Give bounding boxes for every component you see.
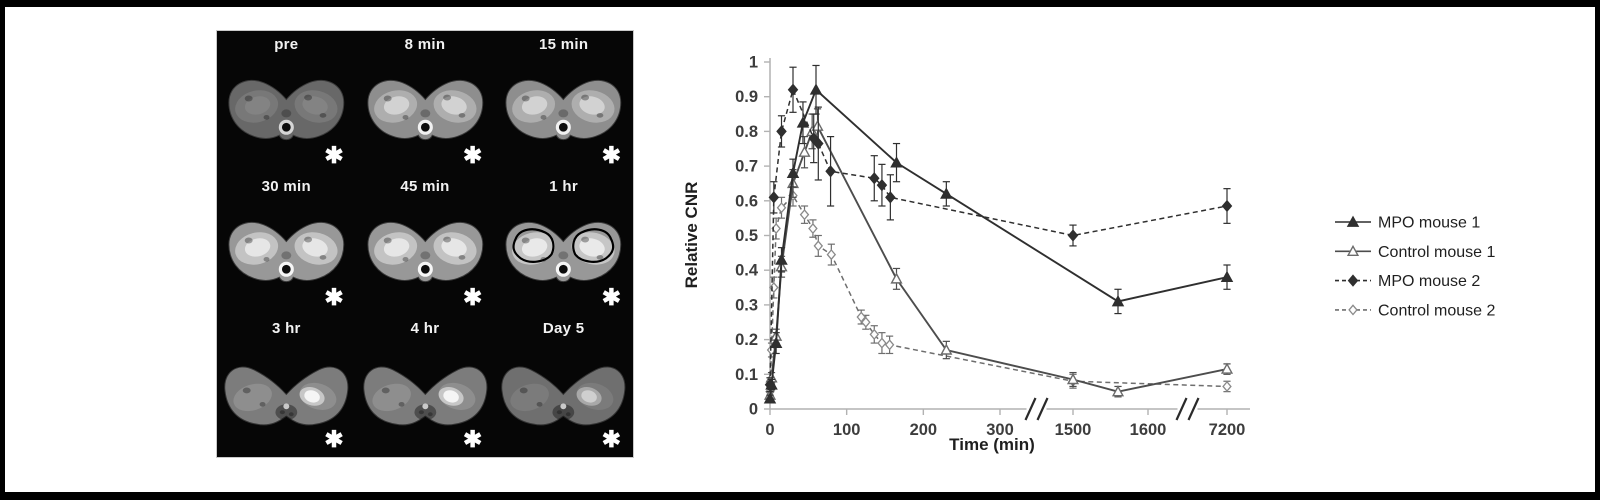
mri-frame-label: 30 min: [261, 178, 311, 195]
mri-frame-label: 45 min: [400, 178, 450, 195]
axis-break-mark: [1024, 397, 1049, 421]
mri-frame-label: 1 hr: [549, 178, 579, 195]
legend-item-mpo-mouse-1: MPO mouse 1: [1335, 215, 1480, 232]
legend-label: MPO mouse 2: [1378, 273, 1480, 290]
mri-frame-label: 8 min: [404, 36, 446, 53]
mri-slice-image: [367, 79, 483, 141]
x-tick-label: 0: [765, 421, 774, 439]
y-tick-label: 0.3: [735, 296, 758, 314]
mri-frame-label: 15 min: [539, 36, 589, 53]
y-tick-label: 0.7: [735, 158, 758, 176]
asterisk-marker: ✱: [601, 284, 621, 310]
mri-frame-day-5: Day 5 ✱: [494, 315, 633, 457]
mri-frame-label: 3 hr: [271, 320, 301, 337]
mri-slice-image: [501, 366, 626, 426]
x-tick-label: 300: [986, 421, 1014, 439]
x-tick-label: 7200: [1209, 421, 1246, 439]
asterisk-marker: ✱: [601, 142, 621, 168]
legend-label: Control mouse 2: [1378, 302, 1495, 319]
y-tick-label: 0.6: [735, 192, 758, 210]
axis-break-mark: [1175, 397, 1200, 421]
y-tick-label: 0.5: [735, 227, 758, 245]
asterisk-marker: ✱: [463, 142, 483, 168]
mri-frame-1-hr: 1 hr ✱: [494, 173, 633, 315]
mri-slice-image: [505, 79, 622, 141]
y-tick-label: 0.2: [735, 331, 758, 349]
mri-slice-image: [367, 221, 483, 283]
y-tick-label: 1: [749, 54, 758, 72]
mri-slice-image: [228, 79, 345, 141]
mri-frame-4-hr: 4 hr ✱: [356, 315, 495, 457]
series-control-mouse-2: [765, 184, 1232, 398]
series-mpo-mouse-1: [763, 64, 1234, 404]
x-tick-label: 1500: [1055, 421, 1092, 439]
asterisk-marker: ✱: [463, 426, 483, 452]
mri-frame-30-min: 30 min ✱: [217, 173, 356, 315]
x-tick-label: 100: [833, 421, 861, 439]
legend-item-mpo-mouse-2: MPO mouse 2: [1335, 273, 1480, 290]
y-tick-label: 0.1: [735, 366, 758, 384]
mri-frame-label: 4 hr: [410, 320, 440, 337]
mri-slice-image: [224, 366, 349, 426]
mri-slice-image: [228, 221, 345, 283]
cnr-line-chart: Relative CNR Time (min) 0 0.1 0.2 0.3 0.4 0.5…: [682, 54, 1495, 455]
chart-legend: MPO mouse 1 Control mouse 1 MPO mouse 2 Con…: [1335, 215, 1495, 319]
y-tick-label: 0.4: [735, 262, 759, 280]
mri-frame-8-min: 8 min ✱: [356, 31, 495, 173]
legend-label: Control mouse 1: [1378, 244, 1495, 261]
x-axis-title: Time (min): [949, 435, 1035, 454]
y-axis-title: Relative CNR: [682, 182, 701, 289]
mri-image-panel: pre ✱ 8 min ✱ 15 min ✱ 30 min ✱ 45 min ✱ 1 hr ✱ 3 hr…: [216, 30, 634, 458]
x-axis-ticks: 0 100 200 300 1500 1600 7200: [765, 409, 1245, 439]
asterisk-marker: ✱: [324, 142, 344, 168]
legend-item-control-mouse-2: Control mouse 2: [1335, 302, 1495, 319]
asterisk-marker: ✱: [324, 426, 344, 452]
mri-slice-image: [505, 221, 622, 283]
mri-frame-15-min: 15 min ✱: [494, 31, 633, 173]
mri-frame-45-min: 45 min ✱: [356, 173, 495, 315]
mri-frame-label: pre: [274, 36, 299, 53]
y-tick-label: 0: [749, 401, 758, 419]
mri-frame-label: Day 5: [542, 320, 585, 337]
mri-frame-3-hr: 3 hr ✱: [217, 315, 356, 457]
legend-label: MPO mouse 1: [1378, 215, 1480, 232]
y-tick-label: 0.8: [735, 123, 758, 141]
legend-item-control-mouse-1: Control mouse 1: [1335, 244, 1495, 261]
mri-slice-image: [363, 366, 487, 426]
asterisk-marker: ✱: [463, 284, 483, 310]
mri-frame-pre: pre ✱: [217, 31, 356, 173]
asterisk-marker: ✱: [601, 426, 621, 452]
x-tick-label: 1600: [1130, 421, 1167, 439]
x-tick-label: 200: [910, 421, 938, 439]
series-mpo-mouse-2: [764, 66, 1233, 393]
y-axis-ticks: 0 0.1 0.2 0.3 0.4 0.5 0.6 0.7 0.8 0.9 1: [735, 54, 770, 419]
asterisk-marker: ✱: [324, 284, 344, 310]
y-tick-label: 0.9: [735, 88, 758, 106]
